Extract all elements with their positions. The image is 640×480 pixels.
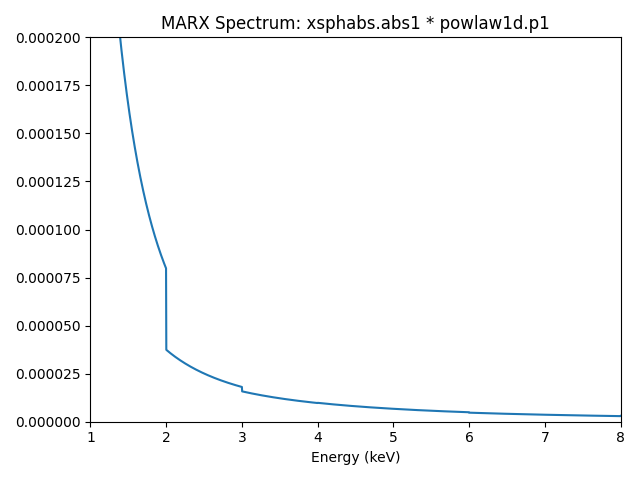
Title: MARX Spectrum: xsphabs.abs1 * powlaw1d.p1: MARX Spectrum: xsphabs.abs1 * powlaw1d.p… (161, 15, 550, 33)
X-axis label: Energy (keV): Energy (keV) (311, 451, 400, 465)
